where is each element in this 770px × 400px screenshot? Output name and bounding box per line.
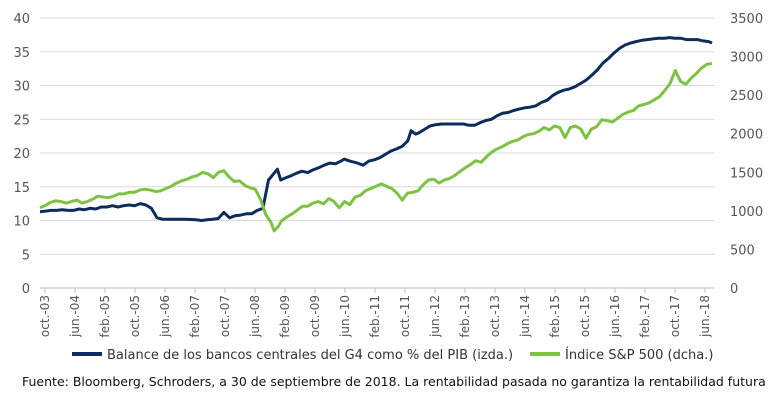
y-right-tick-label: 3000 [730,51,763,66]
x-tick-label: jun.-14 [518,295,532,338]
x-tick-label: jun.-12 [428,295,442,338]
y-left-tick-label: 40 [13,12,30,27]
y-left-tick-label: 25 [13,113,30,128]
y-right-tick-label: 500 [730,243,755,258]
legend: Balance de los bancos centrales del G4 c… [72,347,713,363]
y-right-tick-label: 2000 [730,128,763,143]
x-tick-label: jun.-04 [68,295,82,338]
y-axis-left: 0 5 10 15 20 25 30 35 40 [13,12,30,297]
y-left-tick-label: 35 [13,46,30,61]
y-axis-right: 0 500 1000 1500 2000 2500 3000 3500 [730,12,763,297]
x-tick-label: oct.-17 [668,295,682,337]
x-tick-label: oct.-05 [128,295,142,337]
y-left-tick-label: 5 [22,248,30,263]
y-left-tick-label: 20 [13,147,30,162]
x-tick-label: jun.-16 [608,295,622,338]
y-right-tick-label: 0 [730,282,738,297]
y-right-tick-label: 3500 [730,12,763,27]
series-lines [39,36,713,233]
y-right-tick-label: 1500 [730,166,763,181]
x-tick-label: oct.-07 [218,295,232,337]
x-tick-label: jun.-10 [338,295,352,338]
source-note: Fuente: Bloomberg, Schroders, a 30 de se… [22,374,766,389]
series-line-g4-balance [39,36,713,222]
x-tick-label: jun.-08 [248,295,262,338]
x-axis: oct.-03 jun.-04 feb.-05 oct.-05 jun.-06 feb.-… [38,288,712,338]
series-line-sp500 [39,62,713,233]
x-tick-label: jun.-18 [698,295,712,338]
x-tick-label: feb.-09 [278,295,292,338]
y-right-tick-label: 2500 [730,89,763,104]
y-left-tick-label: 30 [13,80,30,95]
y-left-tick-label: 10 [13,215,30,230]
x-tick-label: oct.-13 [488,295,502,337]
x-tick-label: oct.-11 [398,295,412,337]
x-tick-label: feb.-17 [638,295,652,338]
legend-label-g4: Balance de los bancos centrales del G4 c… [107,348,513,363]
x-tick-label: oct.-09 [308,295,322,337]
x-tick-label: oct.-15 [578,295,592,337]
x-tick-label: feb.-15 [548,295,562,338]
x-tick-label: feb.-13 [458,295,472,338]
x-tick-label: feb.-05 [98,295,112,338]
x-tick-label: feb.-11 [368,295,382,338]
x-tick-label: oct.-03 [38,295,52,337]
y-right-tick-label: 1000 [730,205,763,220]
y-left-tick-label: 0 [22,282,30,297]
x-tick-label: jun.-06 [158,295,172,338]
x-tick-label: feb.-07 [188,295,202,338]
y-left-tick-label: 15 [13,181,30,196]
legend-label-sp500: Índice S&P 500 (dcha.) [565,347,713,363]
